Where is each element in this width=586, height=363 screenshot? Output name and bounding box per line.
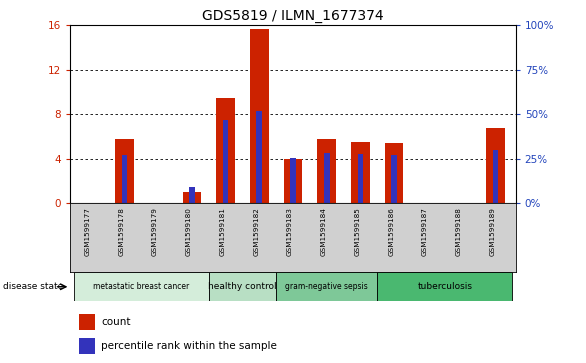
Bar: [377, 272, 512, 301]
Text: GSM1599182: GSM1599182: [253, 207, 259, 256]
Text: GSM1599180: GSM1599180: [186, 207, 192, 256]
Text: GSM1599189: GSM1599189: [489, 207, 495, 256]
Bar: [189, 187, 195, 203]
Bar: [121, 155, 127, 203]
Bar: [276, 272, 377, 301]
Text: GSM1599184: GSM1599184: [321, 207, 327, 256]
Bar: [216, 98, 235, 203]
Bar: [324, 154, 329, 203]
Bar: [115, 139, 134, 203]
Text: count: count: [101, 317, 131, 327]
Title: GDS5819 / ILMN_1677374: GDS5819 / ILMN_1677374: [202, 9, 384, 23]
Text: GSM1599179: GSM1599179: [152, 207, 158, 256]
Text: GSM1599187: GSM1599187: [422, 207, 428, 256]
Text: GSM1599177: GSM1599177: [84, 207, 91, 256]
Text: gram-negative sepsis: gram-negative sepsis: [285, 282, 368, 291]
Bar: [79, 338, 95, 354]
Text: GSM1599178: GSM1599178: [118, 207, 124, 256]
Bar: [209, 272, 276, 301]
Bar: [318, 139, 336, 203]
Text: metastatic breast cancer: metastatic breast cancer: [93, 282, 189, 291]
Bar: [391, 155, 397, 203]
Text: percentile rank within the sample: percentile rank within the sample: [101, 341, 277, 351]
Text: GSM1599188: GSM1599188: [456, 207, 462, 256]
Bar: [357, 154, 363, 203]
Bar: [250, 29, 268, 203]
Bar: [257, 111, 262, 203]
Bar: [290, 158, 296, 203]
Bar: [74, 272, 209, 301]
Text: healthy control: healthy control: [208, 282, 277, 291]
Text: GSM1599186: GSM1599186: [388, 207, 394, 256]
Bar: [79, 314, 95, 330]
Bar: [493, 150, 498, 203]
Bar: [284, 159, 302, 203]
Bar: [223, 120, 229, 203]
Bar: [182, 192, 201, 203]
Text: GSM1599181: GSM1599181: [220, 207, 226, 256]
Text: tuberculosis: tuberculosis: [417, 282, 472, 291]
Text: disease state: disease state: [3, 282, 63, 291]
Text: GSM1599183: GSM1599183: [287, 207, 293, 256]
Bar: [486, 128, 505, 203]
Text: GSM1599185: GSM1599185: [355, 207, 360, 256]
Bar: [385, 143, 404, 203]
Bar: [351, 142, 370, 203]
